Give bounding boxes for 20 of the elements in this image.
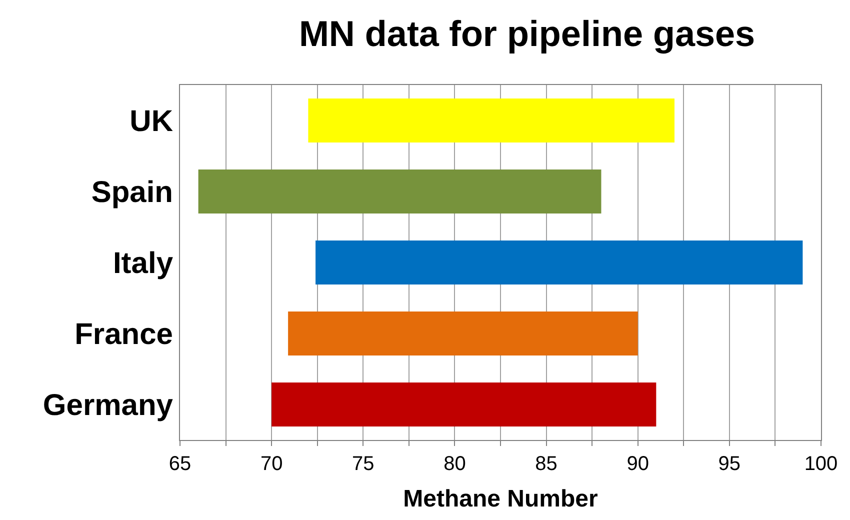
x-tick-label: 70 (260, 453, 283, 475)
bar (316, 240, 803, 285)
bar (272, 382, 656, 427)
y-tick-label: Spain (91, 176, 173, 209)
x-tick-label: 65 (168, 453, 192, 475)
x-tick-label: 100 (804, 453, 838, 475)
y-tick-label: Germany (42, 389, 174, 422)
chart-title: MN data for pipeline gases (298, 13, 756, 54)
y-tick-label: Italy (112, 247, 174, 280)
x-tick-label: 95 (718, 453, 741, 475)
x-tick-label: 90 (626, 453, 649, 475)
bar (198, 169, 602, 214)
y-tick-label: UK (130, 105, 174, 138)
x-tick-label: 75 (352, 453, 374, 475)
bar (308, 98, 674, 143)
y-tick-label: France (74, 318, 173, 351)
x-tick-label: 85 (535, 453, 558, 475)
x-tick-label: 80 (444, 453, 466, 475)
bar (288, 311, 638, 356)
x-axis-title: Methane Number (403, 485, 598, 512)
